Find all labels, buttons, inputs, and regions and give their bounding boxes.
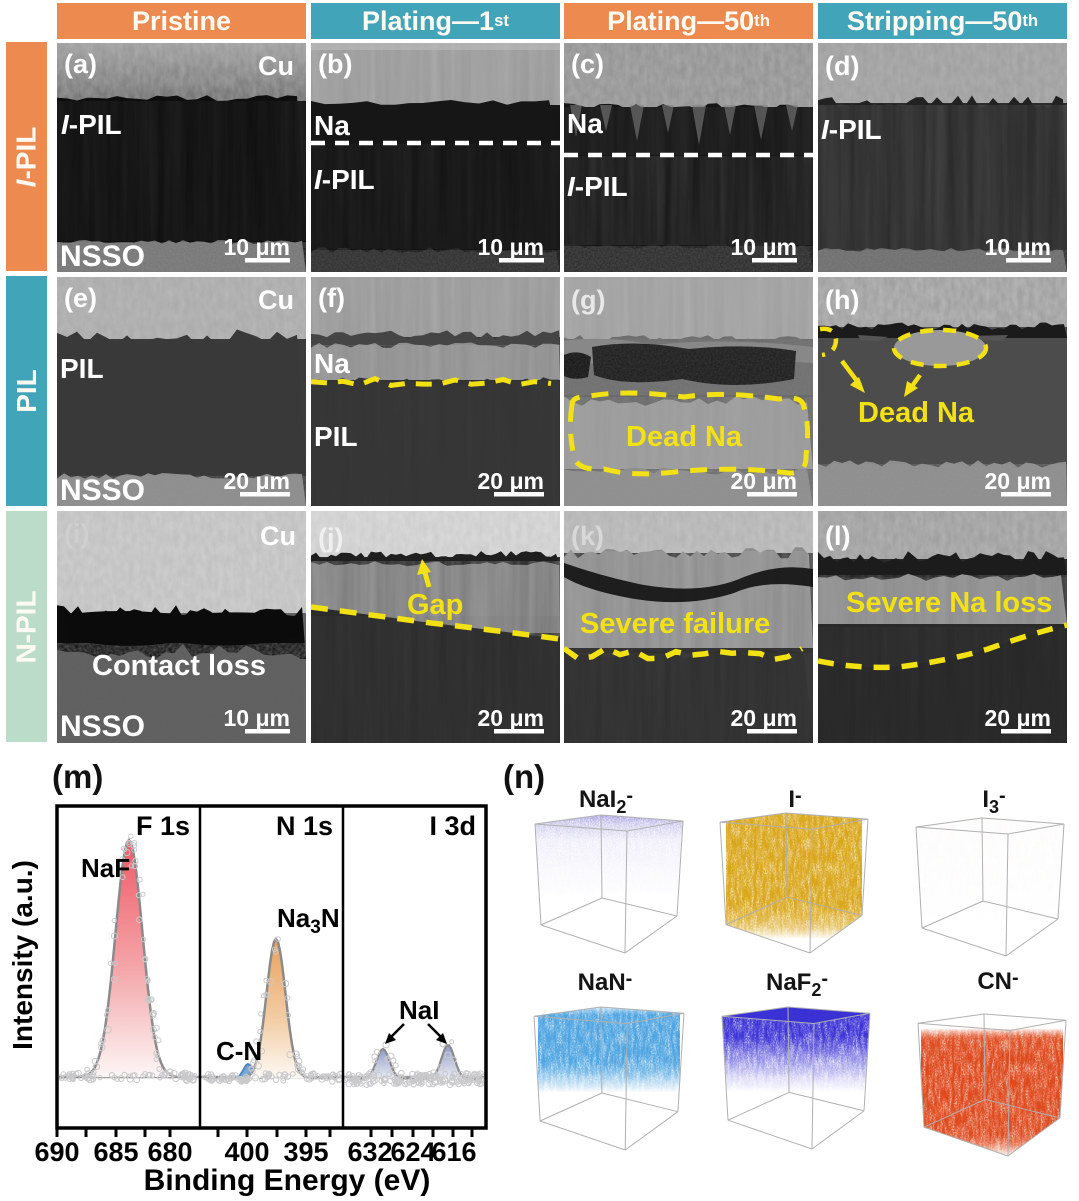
svg-text:Na3N: Na3N <box>277 903 340 938</box>
svg-text:Gap: Gap <box>407 589 463 621</box>
svg-text:N 1s: N 1s <box>276 811 333 841</box>
svg-text:NSSO: NSSO <box>60 710 145 743</box>
svg-text:I 3d: I 3d <box>429 811 476 841</box>
svg-text:10 μm: 10 μm <box>731 234 798 260</box>
svg-text:685: 685 <box>93 1137 138 1167</box>
svg-text:(c): (c) <box>571 49 604 79</box>
svg-text:(e): (e) <box>64 283 97 313</box>
svg-text:20 μm: 20 μm <box>731 468 798 494</box>
svg-text:690: 690 <box>34 1137 79 1167</box>
svg-text:PIL: PIL <box>314 421 358 452</box>
svg-text:I-PIL: I-PIL <box>61 109 122 140</box>
svg-text:(b): (b) <box>318 49 352 79</box>
svg-text:(g): (g) <box>571 285 605 315</box>
svg-text:Na: Na <box>567 108 603 139</box>
svg-text:20 μm: 20 μm <box>478 705 545 731</box>
svg-text:20 μm: 20 μm <box>224 468 291 494</box>
svg-text:(j): (j) <box>318 523 343 553</box>
svg-text:(a): (a) <box>64 49 97 79</box>
svg-text:Severe failure: Severe failure <box>580 608 770 640</box>
svg-text:NaI: NaI <box>399 995 439 1025</box>
svg-text:Dead Na: Dead Na <box>626 421 743 453</box>
svg-text:Intensity (a.u.): Intensity (a.u.) <box>7 860 38 1050</box>
svg-text:NSSO: NSSO <box>60 474 145 506</box>
svg-text:NSSO: NSSO <box>60 240 145 272</box>
svg-text:10 μm: 10 μm <box>224 234 291 260</box>
svg-text:(d): (d) <box>825 51 859 81</box>
svg-text:(f): (f) <box>318 283 345 313</box>
svg-text:I-PIL: I-PIL <box>821 114 882 145</box>
svg-text:NaF: NaF <box>81 853 130 883</box>
svg-text:Cu: Cu <box>258 51 294 81</box>
svg-text:Na: Na <box>314 348 350 379</box>
svg-text:Dead Na: Dead Na <box>858 397 975 429</box>
svg-text:680: 680 <box>147 1137 192 1167</box>
svg-text:20 μm: 20 μm <box>731 705 798 731</box>
svg-text:I-PIL: I-PIL <box>567 171 628 202</box>
svg-text:10 μm: 10 μm <box>985 234 1052 260</box>
svg-text:PIL: PIL <box>60 353 104 384</box>
svg-text:(i): (i) <box>64 519 89 549</box>
svg-text:20 μm: 20 μm <box>985 468 1052 494</box>
svg-text:Na: Na <box>314 110 350 141</box>
svg-text:Severe Na loss: Severe Na loss <box>846 587 1052 619</box>
svg-text:624: 624 <box>390 1137 435 1167</box>
svg-text:I-PIL: I-PIL <box>314 164 375 195</box>
svg-text:632: 632 <box>347 1137 392 1167</box>
svg-text:400: 400 <box>224 1137 269 1167</box>
svg-text:(k): (k) <box>571 521 604 551</box>
svg-text:Binding Energy (eV): Binding Energy (eV) <box>144 1164 431 1197</box>
svg-text:616: 616 <box>431 1137 476 1167</box>
svg-text:10 μm: 10 μm <box>224 705 291 731</box>
svg-text:20 μm: 20 μm <box>985 705 1052 731</box>
svg-text:Contact loss: Contact loss <box>92 650 266 682</box>
svg-text:Cu: Cu <box>258 285 294 315</box>
svg-text:Cu: Cu <box>260 521 296 551</box>
svg-text:(h): (h) <box>825 285 859 315</box>
svg-text:C-N: C-N <box>216 1036 262 1066</box>
svg-text:395: 395 <box>283 1137 328 1167</box>
svg-text:10 μm: 10 μm <box>478 234 545 260</box>
svg-text:F 1s: F 1s <box>136 811 190 841</box>
svg-text:20 μm: 20 μm <box>478 468 545 494</box>
svg-text:(l): (l) <box>825 521 850 551</box>
